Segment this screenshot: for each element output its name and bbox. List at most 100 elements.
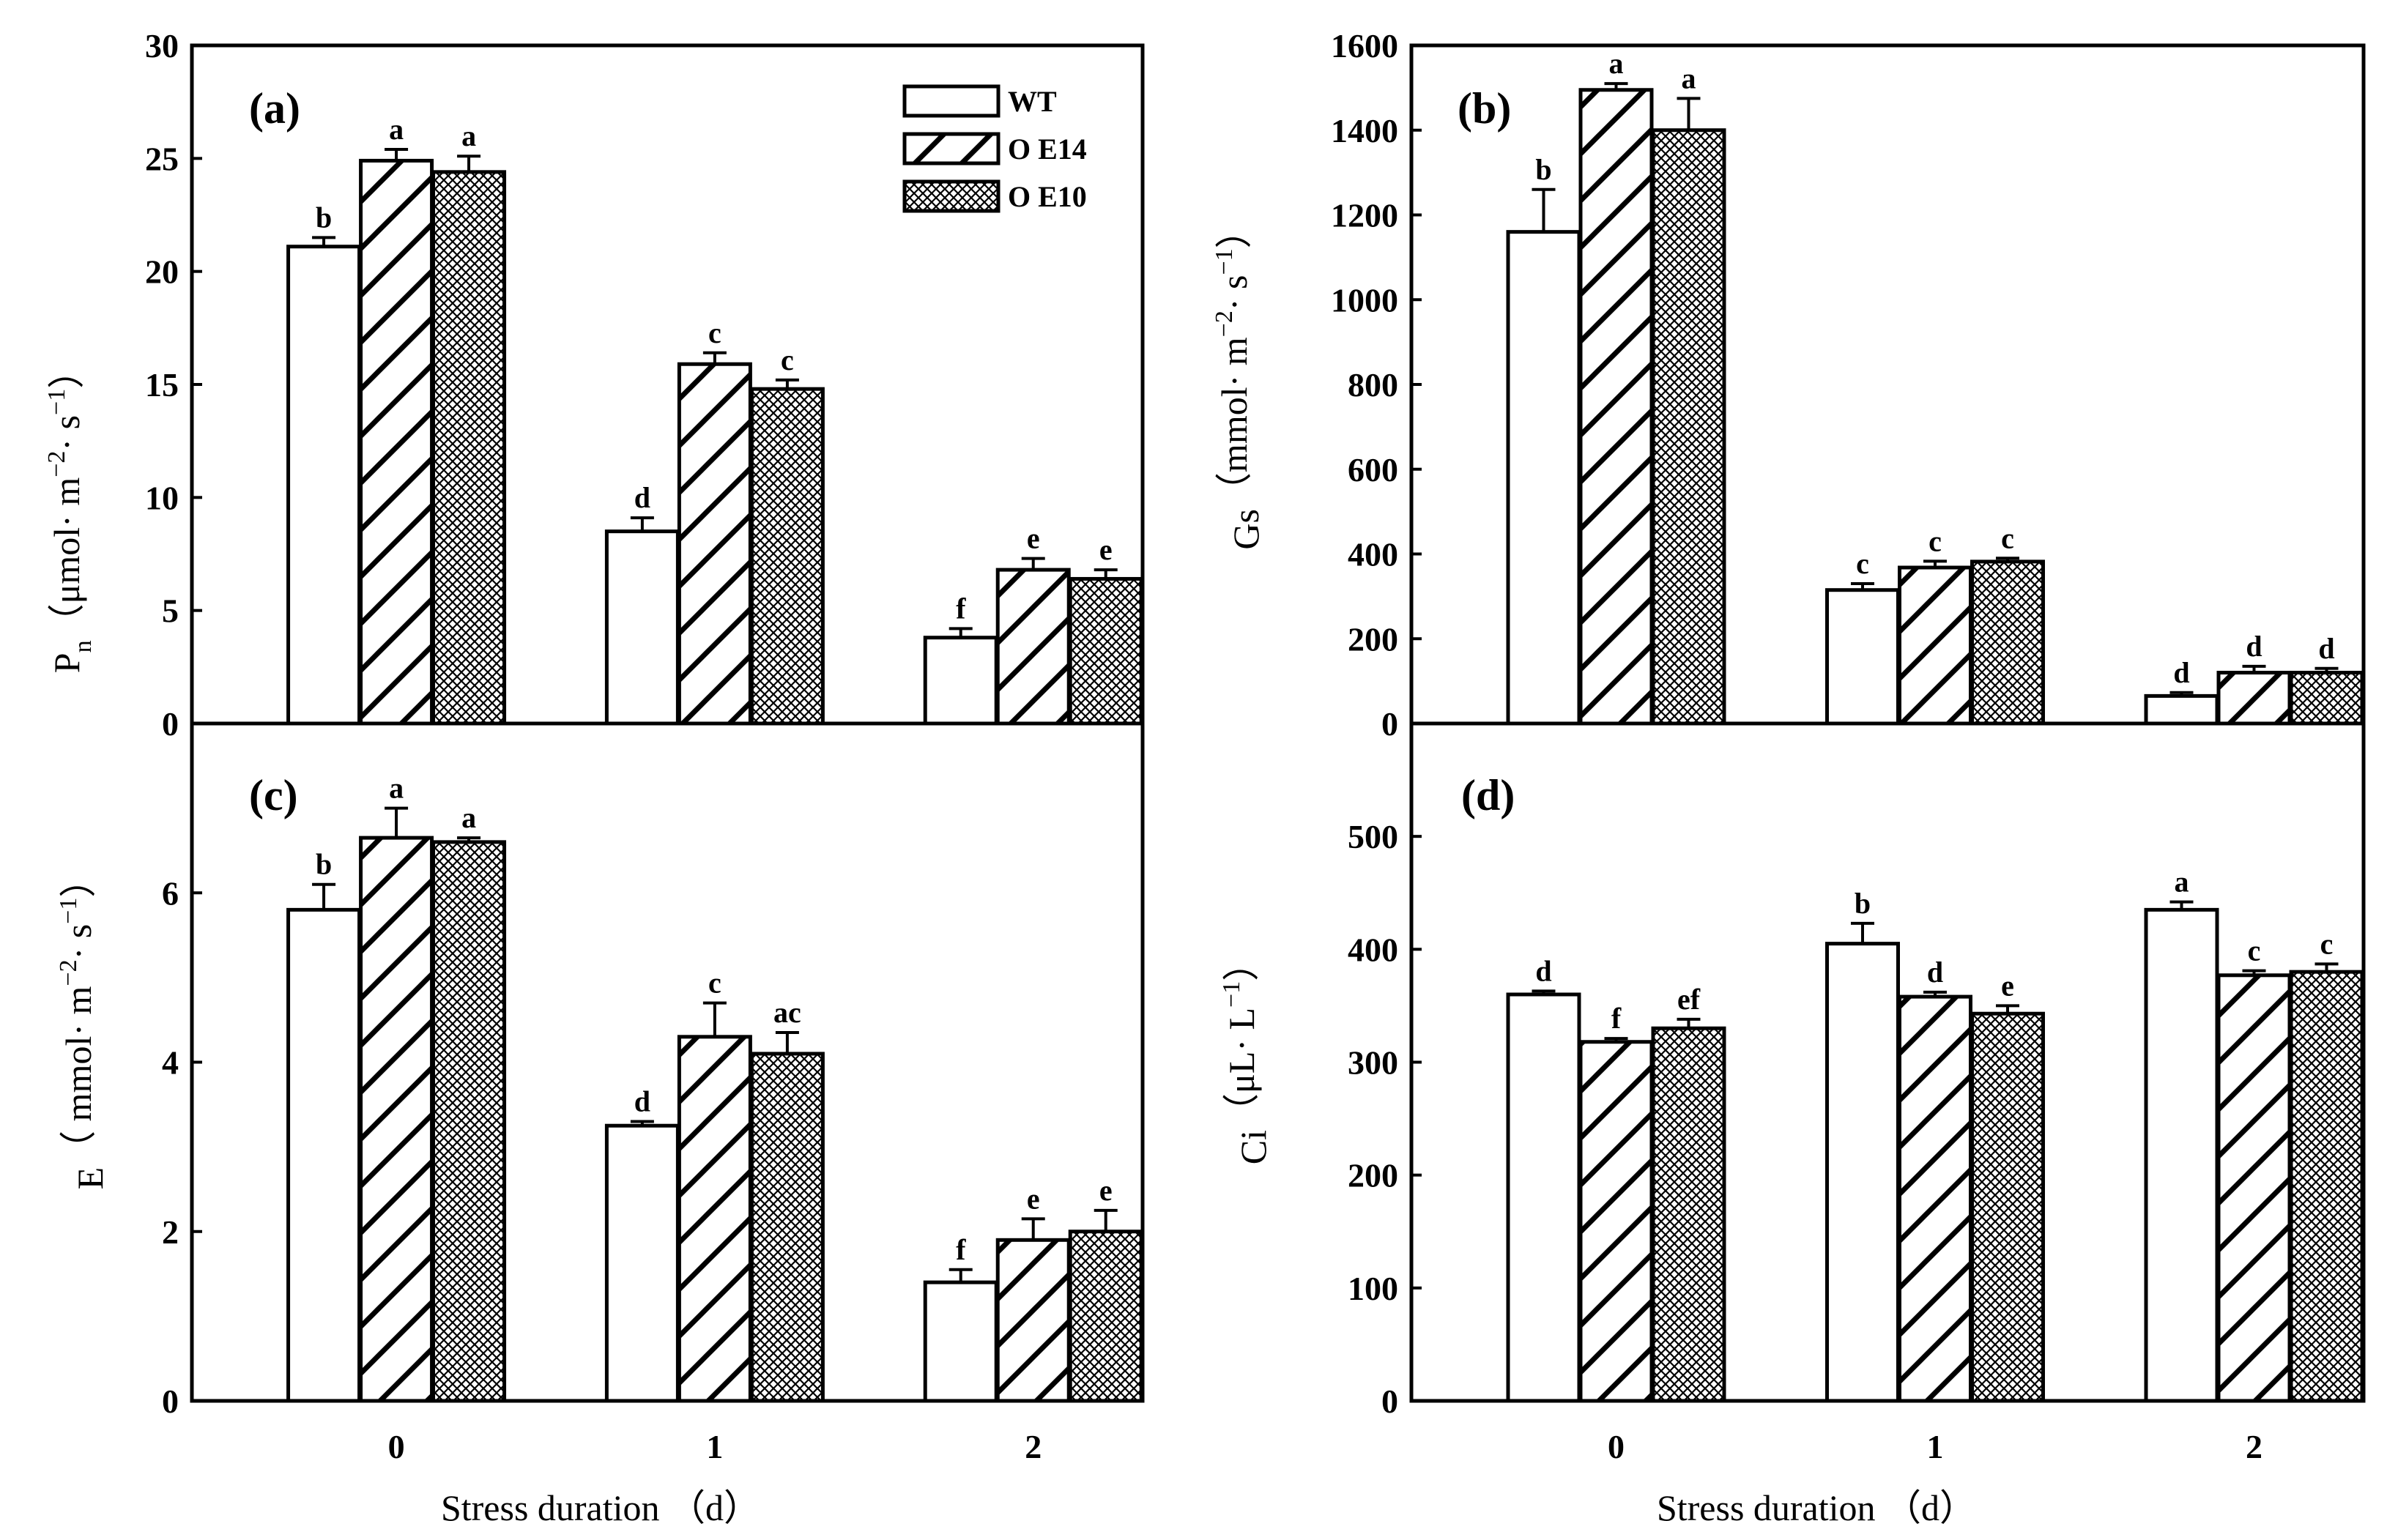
bar-oe14-c <box>995 1238 1071 1403</box>
bar-oe10-b <box>2289 671 2364 726</box>
bar-oe14-b <box>2216 671 2292 726</box>
bar-wt-d <box>1825 942 1900 1403</box>
bar-oe14-b <box>1898 565 1972 726</box>
y-tick-label-d: 400 <box>1348 931 1398 968</box>
bar-wt-a <box>923 636 998 726</box>
bar-wt-d <box>2144 907 2219 1403</box>
x-tick-label-c: 0 <box>388 1428 405 1465</box>
x-tick-label-c: 1 <box>706 1428 723 1465</box>
significance-letter-d: a <box>2175 866 2189 899</box>
legend-swatch-wt <box>902 84 1001 118</box>
bar-oe14-a <box>359 158 434 726</box>
y-tick-label-a: 30 <box>145 27 179 64</box>
significance-letter-b: d <box>2173 656 2189 689</box>
y-tick-label-a: 20 <box>145 253 179 291</box>
panel-label-d: (d) <box>1461 771 1515 819</box>
y-tick-label-b: 600 <box>1348 451 1398 488</box>
x-axis-label-d: Stress duration （d） <box>1657 1487 1976 1528</box>
y-tick-label-d: 300 <box>1348 1044 1398 1082</box>
significance-letter-b: d <box>2246 630 2262 663</box>
y-tick-label-d: 0 <box>1381 1383 1398 1420</box>
x-tick-label-d: 2 <box>2246 1428 2262 1465</box>
y-tick-label-a: 0 <box>162 705 179 743</box>
bar-oe10-c <box>431 840 507 1403</box>
y-tick-label-c: 6 <box>162 874 179 912</box>
significance-letter-a: a <box>389 113 404 146</box>
bar-wt-a <box>604 529 680 726</box>
y-tick-label-b: 0 <box>1381 705 1398 743</box>
y-axis-label-c: E（ mmol· m−2· s−1） <box>55 861 111 1190</box>
significance-letter-c: d <box>634 1085 650 1117</box>
bar-wt-c <box>286 907 362 1403</box>
significance-letter-c: a <box>461 801 476 834</box>
significance-letter-a: d <box>634 481 650 514</box>
y-tick-label-b: 1400 <box>1331 112 1398 149</box>
significance-letter-b: b <box>1535 153 1551 186</box>
bar-wt-c <box>923 1280 998 1403</box>
y-tick-label-a: 5 <box>162 592 179 630</box>
y-tick-label-b: 400 <box>1348 536 1398 573</box>
significance-letter-b: c <box>1856 547 1869 580</box>
significance-letter-a: e <box>1027 522 1040 555</box>
significance-letter-d: f <box>1611 1002 1622 1035</box>
bar-oe14-c <box>677 1035 752 1403</box>
y-axis-label-a: Pn（μmol· m−2· s−1） <box>43 352 97 673</box>
legend-swatch-oe14 <box>902 132 1001 165</box>
legend: WT O E14 O E10 <box>902 84 1087 213</box>
significance-letter-a: c <box>708 316 721 349</box>
significance-letter-d: b <box>1855 887 1871 920</box>
significance-letter-a: e <box>1099 533 1113 566</box>
significance-letter-b: d <box>2318 632 2334 665</box>
legend-label-oe10: O E10 <box>1008 180 1087 213</box>
y-tick-label-d: 500 <box>1348 818 1398 855</box>
bar-oe14-d <box>1898 994 1972 1403</box>
x-axis-label-c: Stress duration （d） <box>441 1487 760 1528</box>
bar-oe14-a <box>677 362 752 726</box>
bar-wt-a <box>286 245 362 726</box>
bar-oe10-a <box>749 387 825 726</box>
panel-label-c: (c) <box>249 771 298 819</box>
significance-letter-c: e <box>1099 1174 1113 1207</box>
bar-oe10-d <box>1651 1026 1726 1403</box>
y-tick-label-b: 200 <box>1348 620 1398 658</box>
significance-letter-b: c <box>1928 524 1942 557</box>
y-tick-label-d: 200 <box>1348 1157 1398 1194</box>
y-tick-label-c: 0 <box>162 1383 179 1420</box>
bar-oe14-c <box>359 836 434 1403</box>
y-tick-label-b: 1600 <box>1331 27 1398 64</box>
bar-oe14-d <box>1578 1040 1654 1403</box>
significance-letter-d: ef <box>1677 983 1701 1016</box>
significance-letter-d: c <box>2248 934 2261 967</box>
panel-d: 0 100 200 300 400 500 0 1 2 d b a f d c ef e c (d) Ci（μL·… <box>1218 721 2366 1528</box>
significance-letter-c: a <box>389 772 404 805</box>
significance-letter-b: a <box>1682 62 1696 94</box>
bar-wt-b <box>1825 588 1900 726</box>
significance-letter-a: b <box>316 201 332 234</box>
bar-oe10-c <box>1068 1230 1143 1403</box>
bar-wt-d <box>1506 992 1581 1403</box>
significance-letter-b: c <box>2001 521 2014 554</box>
bar-oe14-b <box>1578 88 1654 726</box>
panel-label-b: (b) <box>1458 84 1511 133</box>
bar-oe10-b <box>1970 559 2045 726</box>
panel-label-a: (a) <box>249 84 300 133</box>
significance-letter-b: a <box>1609 47 1624 80</box>
bar-oe10-b <box>1651 128 1726 726</box>
y-tick-label-b: 800 <box>1348 366 1398 403</box>
y-axis-label-b: Gs（mmol· m−2· s−1） <box>1211 212 1266 549</box>
bar-wt-c <box>604 1123 680 1403</box>
significance-letter-c: ac <box>773 996 801 1029</box>
bar-oe14-a <box>995 568 1071 726</box>
bar-oe10-d <box>2289 970 2364 1403</box>
legend-label-wt: WT <box>1008 85 1057 118</box>
x-tick-label-d: 0 <box>1608 1428 1625 1465</box>
y-tick-label-a: 25 <box>145 140 179 177</box>
legend-swatch-oe10 <box>902 179 1001 213</box>
y-axis-label-d: Ci（μL· L−1） <box>1218 945 1274 1164</box>
y-tick-label-d: 100 <box>1348 1270 1398 1307</box>
bar-wt-b <box>1506 230 1581 726</box>
significance-letter-d: d <box>1927 956 1943 989</box>
y-tick-label-c: 2 <box>162 1213 179 1251</box>
